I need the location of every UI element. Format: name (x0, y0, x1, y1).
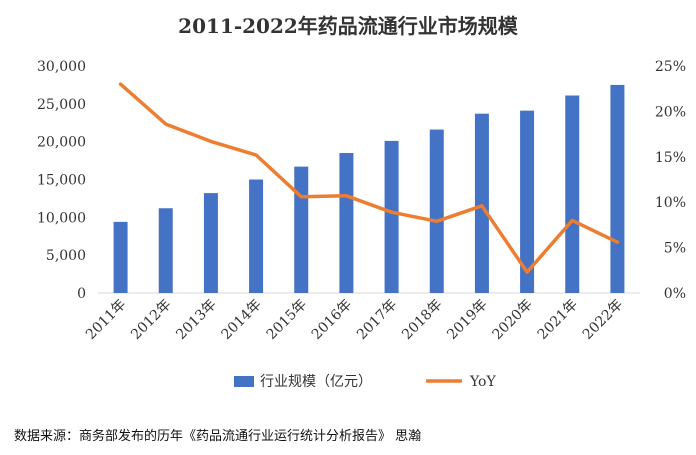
y-right-tick-label: 25% (655, 59, 686, 75)
yoy-point (525, 270, 529, 274)
yoy-point (390, 210, 394, 214)
yoy-point (480, 204, 484, 208)
bar (203, 193, 218, 293)
y-left-tick-label: 25,000 (37, 97, 86, 113)
y-right-tick-label: 10% (655, 195, 686, 211)
bar (384, 140, 399, 293)
y-right-tick-label: 5% (664, 241, 686, 257)
bar (339, 153, 354, 293)
x-tick-label: 2015年 (264, 297, 310, 343)
y-left-tick-label: 30,000 (37, 59, 86, 75)
y-left-tick-label: 5,000 (46, 248, 86, 264)
chart-plot: 0 5,000 10,000 15,000 20,000 25,000 30,000 0% 5%… (37, 59, 686, 390)
yoy-point (164, 122, 168, 126)
y-right-tick-label: 15% (655, 150, 686, 166)
y-left-tick-label: 15,000 (37, 173, 86, 189)
source-note: 数据来源：商务部发布的历年《药品流通行业运行统计分析报告》 思瀚 (14, 429, 422, 444)
x-tick-label: 2011年 (83, 297, 129, 343)
bar (158, 208, 173, 293)
x-tick-label: 2013年 (173, 297, 219, 343)
bar (113, 221, 128, 293)
x-tick-label: 2021年 (535, 297, 581, 343)
yoy-point (615, 240, 619, 244)
yoy-line (118, 82, 620, 274)
yoy-point (435, 219, 439, 223)
yoy-point (254, 153, 258, 157)
legend-bar-swatch (234, 376, 254, 387)
y-left-tick-label: 0 (77, 286, 86, 302)
bar (565, 95, 580, 293)
bar (294, 166, 309, 293)
legend-bar-label: 行业规模（亿元） (260, 374, 372, 390)
bar (474, 113, 489, 293)
bar (429, 129, 444, 293)
y-right-tick-label: 0% (664, 286, 686, 302)
x-tick-label: 2019年 (444, 297, 490, 343)
x-tick-label: 2012年 (128, 297, 174, 343)
yoy-point (119, 82, 123, 86)
bar (249, 179, 264, 293)
x-tick-label: 2020年 (489, 297, 535, 343)
y-left-tick-label: 20,000 (37, 135, 86, 151)
bar (520, 110, 535, 293)
chart-title: 2011-2022年药品流通行业市场规模 (178, 14, 518, 38)
x-tick-label: 2017年 (354, 297, 400, 343)
y-right-tick-label: 20% (655, 104, 686, 120)
legend-line-label: YoY (469, 374, 496, 390)
x-tick-label: 2016年 (309, 297, 355, 343)
bar (610, 84, 625, 294)
yoy-point (570, 218, 574, 222)
y-left-tick-label: 10,000 (37, 210, 86, 226)
x-tick-label: 2014年 (218, 297, 264, 343)
x-tick-label: 2018年 (399, 297, 445, 343)
yoy-point (344, 194, 348, 198)
x-tick-label: 2022年 (580, 297, 626, 343)
yoy-point (209, 139, 213, 143)
yoy-point (299, 195, 303, 199)
